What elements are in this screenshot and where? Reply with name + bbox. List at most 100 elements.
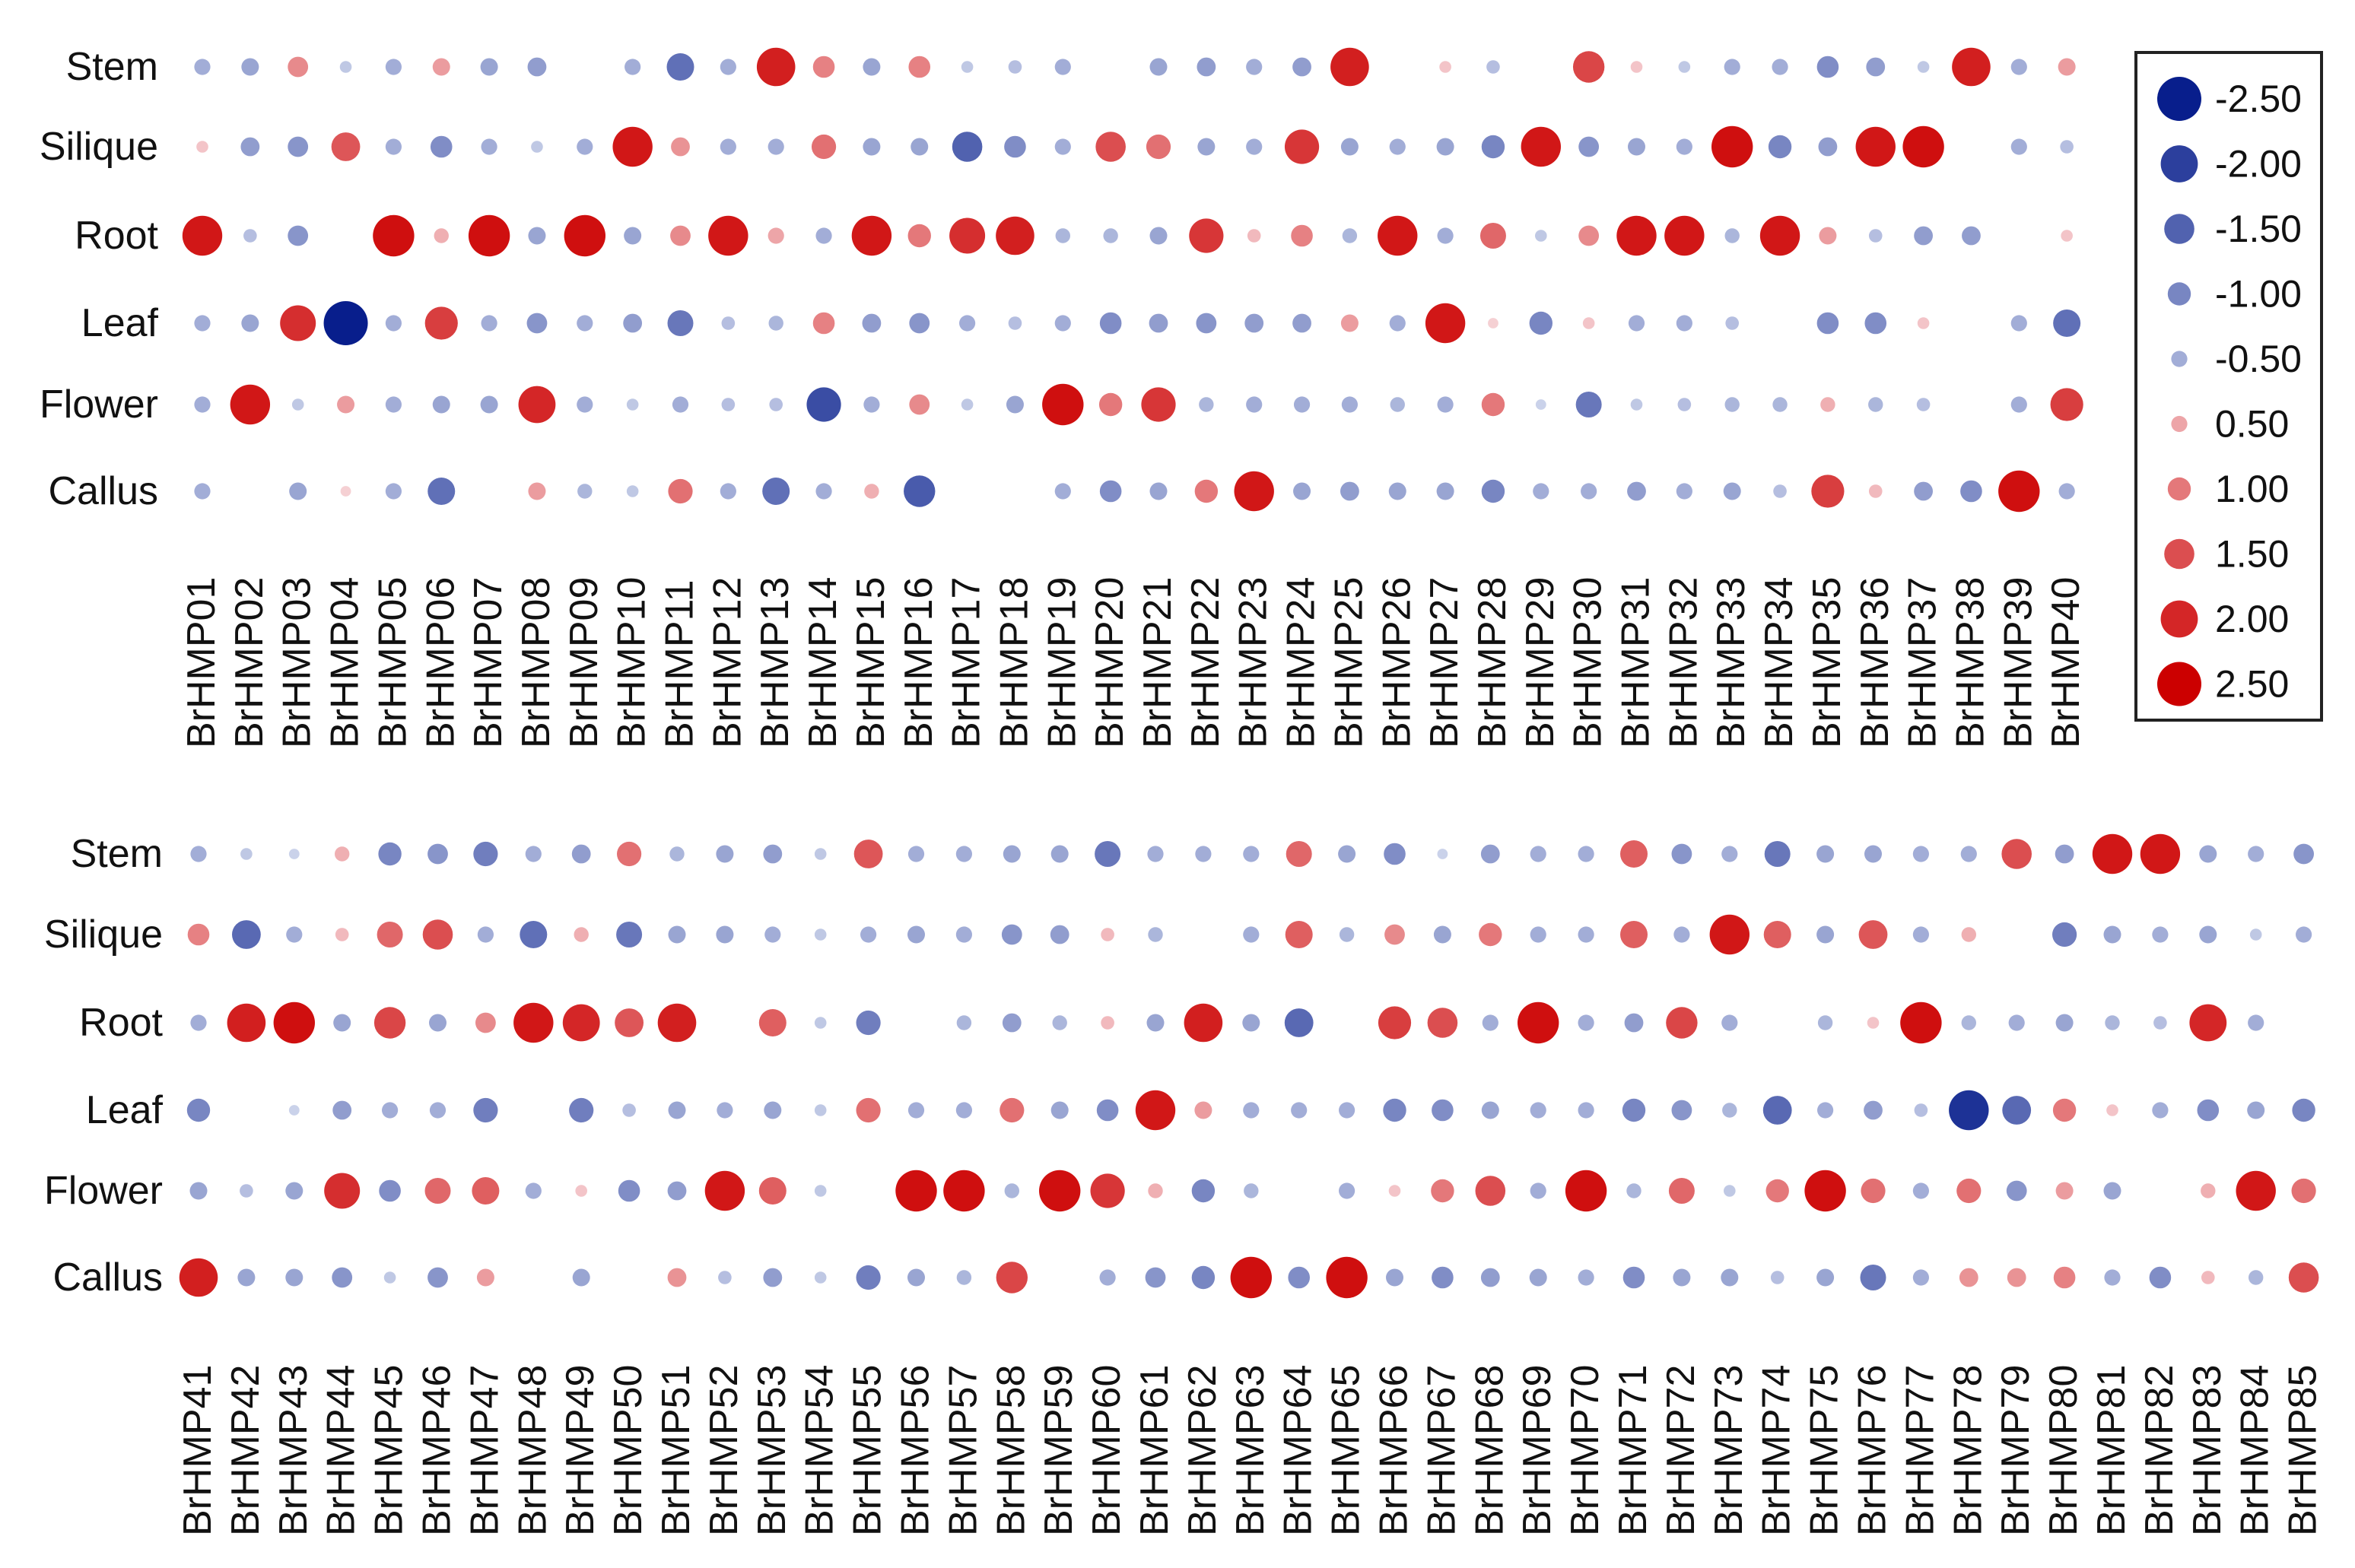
bubble xyxy=(337,395,355,414)
bubble xyxy=(1488,318,1498,329)
bubble xyxy=(1148,1183,1163,1198)
row-label: Silique xyxy=(40,125,158,169)
bubble xyxy=(1194,1101,1212,1119)
column-label: BrHMP03 xyxy=(275,577,319,748)
legend-swatch xyxy=(2171,351,2188,367)
bubble xyxy=(1101,1016,1114,1030)
bubble xyxy=(768,316,783,331)
bubble xyxy=(856,1097,881,1123)
bubble xyxy=(2006,1180,2027,1201)
bubble xyxy=(1135,1090,1176,1131)
column-label: BrHMP44 xyxy=(319,1365,364,1536)
bubble xyxy=(1246,59,1263,75)
bubble xyxy=(1578,1269,1594,1286)
bubble xyxy=(1627,481,1646,501)
legend-swatch xyxy=(2171,415,2188,433)
bubble xyxy=(1230,1256,1273,1299)
bubble xyxy=(1530,926,1546,943)
legend-label: -1.00 xyxy=(2215,273,2302,316)
column-label: BrHMP27 xyxy=(1422,577,1467,748)
bubble xyxy=(373,1007,406,1039)
column-label: BrHMP22 xyxy=(1184,577,1228,748)
bubble xyxy=(1148,927,1163,942)
bubble xyxy=(186,1098,211,1122)
bubble xyxy=(288,56,309,78)
bubble xyxy=(1482,1014,1498,1031)
bubble xyxy=(1820,397,1835,412)
bubble xyxy=(1437,849,1448,859)
bubble xyxy=(1098,392,1123,417)
bubble xyxy=(961,61,974,73)
bubble xyxy=(1001,924,1022,945)
row-label: Leaf xyxy=(86,1088,164,1132)
bubble xyxy=(1243,846,1260,862)
bubble xyxy=(1676,315,1692,332)
bubble xyxy=(572,1268,590,1287)
bubble xyxy=(1479,922,1502,947)
bubble xyxy=(1004,1183,1020,1198)
column-label: BrHMP66 xyxy=(1372,1365,1416,1536)
legend-label: 2.50 xyxy=(2215,663,2289,706)
bubble xyxy=(385,138,402,155)
bubble xyxy=(1912,846,1929,862)
bubble xyxy=(335,846,350,862)
bubble xyxy=(1481,392,1505,417)
bubble xyxy=(1243,1102,1260,1119)
legend-swatch xyxy=(2160,145,2198,183)
column-label: BrHMP05 xyxy=(370,577,415,748)
bubble xyxy=(616,922,643,947)
bubble xyxy=(564,214,605,257)
column-label: BrHMP31 xyxy=(1614,577,1658,748)
bubble xyxy=(1860,1265,1886,1290)
column-label: BrHMP15 xyxy=(849,577,893,748)
bubble xyxy=(1050,845,1069,863)
bubble xyxy=(2201,1183,2216,1198)
bubble xyxy=(1244,313,1264,333)
bubble xyxy=(288,136,309,157)
bubble xyxy=(615,1008,644,1037)
bubble xyxy=(812,312,835,335)
bubble xyxy=(1864,845,1882,863)
bubble xyxy=(1724,397,1740,412)
bubble xyxy=(1486,60,1500,74)
bubble xyxy=(1620,921,1648,948)
bubble xyxy=(863,138,881,156)
bubble xyxy=(1099,480,1122,503)
bubble xyxy=(427,1267,448,1288)
bubble xyxy=(332,1267,353,1288)
bubble xyxy=(907,1102,925,1119)
bubble xyxy=(860,926,877,943)
bubble xyxy=(1386,1268,1403,1287)
bubble xyxy=(1759,215,1800,256)
column-label: BrHMP48 xyxy=(510,1365,555,1536)
column-label: BrHMP09 xyxy=(562,577,606,748)
bubble xyxy=(1096,1099,1119,1122)
bubble xyxy=(1578,846,1594,862)
bubble xyxy=(190,1014,207,1031)
bubble xyxy=(1378,1006,1412,1040)
column-label: BrHMP73 xyxy=(1707,1365,1751,1536)
bubble xyxy=(577,315,593,332)
bubble xyxy=(1481,135,1505,159)
bubble xyxy=(1535,230,1547,242)
bubble xyxy=(2010,138,2027,155)
bubble xyxy=(1480,1268,1500,1287)
bubble xyxy=(1243,926,1260,943)
bubble xyxy=(814,1271,827,1284)
bubble xyxy=(1145,1267,1166,1288)
bubble xyxy=(2152,1102,2169,1119)
bubble xyxy=(1867,1017,1880,1029)
bubble xyxy=(1246,396,1263,413)
bubble xyxy=(1339,1182,1355,1199)
bubble xyxy=(481,315,497,332)
bubble xyxy=(1378,215,1418,256)
bubble xyxy=(1326,1256,1368,1299)
bubble xyxy=(1291,224,1313,247)
bubble xyxy=(1724,228,1740,243)
bubble xyxy=(1765,1179,1789,1203)
bubble xyxy=(1961,927,1976,942)
bubble xyxy=(1581,483,1597,500)
bubble xyxy=(1341,396,1358,413)
legend-swatch xyxy=(2164,214,2195,244)
column-label: BrHMP12 xyxy=(705,577,749,748)
